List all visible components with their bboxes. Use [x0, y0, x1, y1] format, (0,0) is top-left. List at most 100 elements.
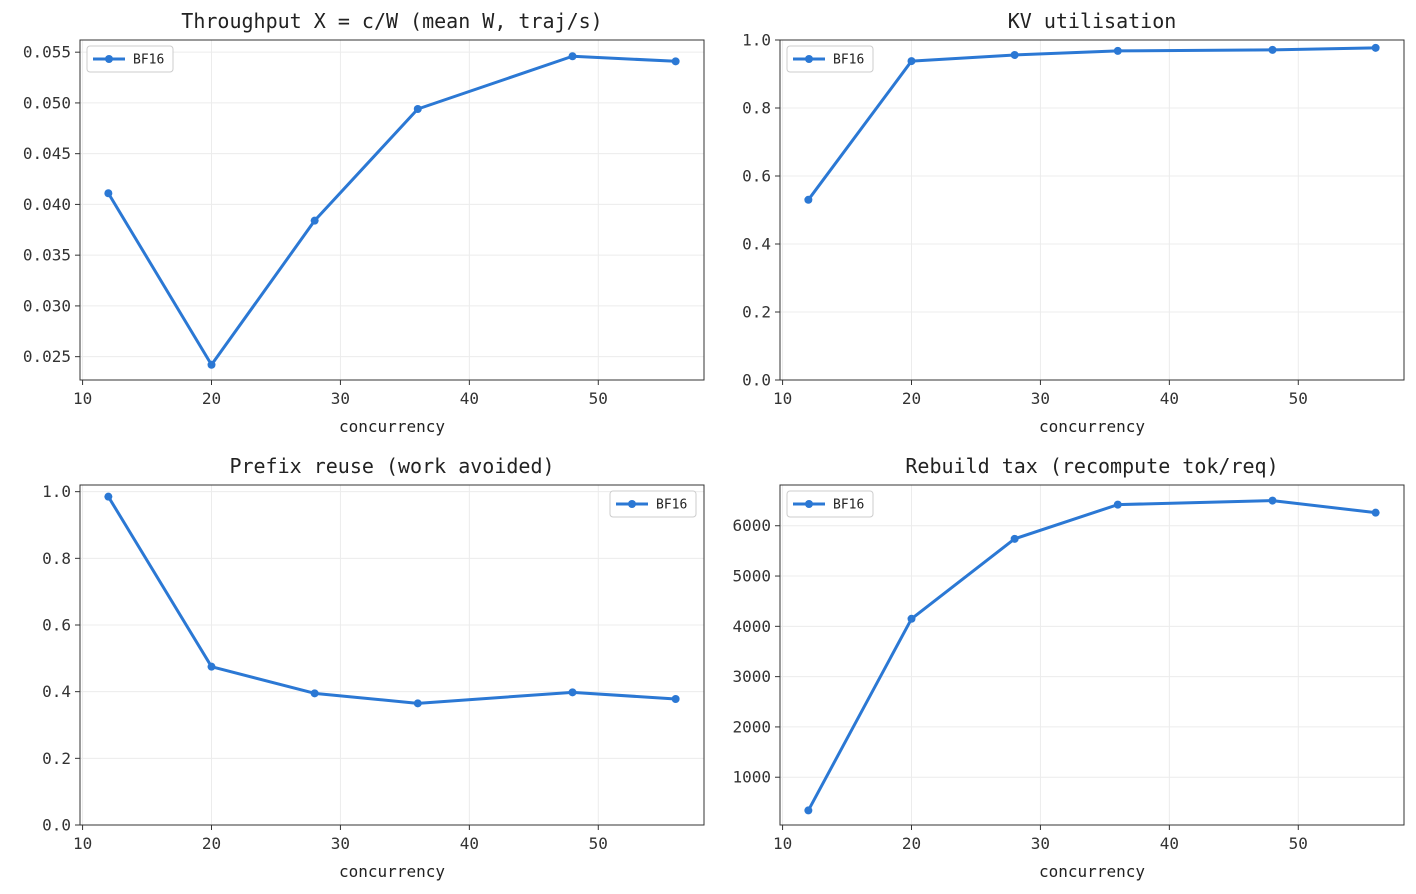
legend: BF16	[86, 45, 174, 73]
y-tick-label: 5000	[732, 567, 771, 586]
chart-panel-3: 10 20 30 40 50 0.0 0.2 0.4 0.6 0.8 1.0 Prefix reuse…	[42, 454, 705, 881]
data-point	[310, 216, 319, 225]
x-tick-label: 20	[202, 834, 221, 853]
chart-title: Prefix reuse (work avoided)	[229, 454, 554, 478]
x-axis-label: concurrency	[1039, 417, 1145, 436]
legend-box	[786, 45, 874, 73]
y-tick-label: 0.050	[23, 93, 71, 112]
chart-title: Throughput X = c/W (mean W, traj/s)	[181, 9, 602, 33]
y-tick-label: 0.4	[42, 682, 71, 701]
legend-marker	[628, 500, 636, 508]
data-point	[1371, 508, 1380, 517]
data-point	[413, 699, 422, 708]
y-tick-label: 0.055	[23, 43, 71, 62]
x-tick-label: 10	[73, 834, 92, 853]
x-tick-label: 30	[331, 389, 350, 408]
x-tick-label: 40	[1160, 389, 1179, 408]
y-tick-label: 3000	[732, 667, 771, 686]
data-point	[1371, 43, 1380, 52]
y-tick-label: 0.045	[23, 144, 71, 163]
series-line-bf16	[806, 499, 1378, 812]
data-point	[310, 689, 319, 698]
legend-marker	[805, 55, 813, 63]
y-tick-label: 0.8	[42, 549, 71, 568]
data-point	[804, 195, 813, 204]
x-tick-label: 10	[773, 834, 792, 853]
legend: BF16	[609, 490, 697, 518]
x-tick-label: 40	[460, 389, 479, 408]
y-tick-label: 2000	[732, 717, 771, 736]
legend-box	[786, 490, 874, 518]
data-point	[104, 492, 113, 501]
data-point	[671, 695, 680, 703]
chart-title: KV utilisation	[1008, 9, 1177, 33]
y-tick-label: 1.0	[742, 31, 771, 50]
data-point	[1010, 534, 1019, 543]
data-point	[207, 662, 216, 671]
x-tick-label: 20	[902, 834, 921, 853]
y-tick-label: 0.0	[742, 371, 771, 390]
y-tick-label: 0.0	[42, 816, 71, 835]
x-tick-label: 30	[1031, 834, 1050, 853]
x-axis-label: concurrency	[1039, 862, 1145, 881]
y-tick-label: 0.025	[23, 347, 71, 366]
legend: BF16	[786, 490, 874, 518]
data-point	[568, 52, 577, 61]
x-tick-label: 50	[589, 834, 608, 853]
axes-frame	[79, 39, 705, 381]
x-tick-label: 40	[460, 834, 479, 853]
chart-panel-4: 10 20 30 40 50 1000 2000 3000 4000 5000 6000 Rebuil…	[732, 454, 1405, 881]
data-point	[568, 688, 577, 697]
chart-panel-2: 10 20 30 40 50 0.0 0.2 0.4 0.6 0.8 1.0 KV utilisati…	[742, 9, 1405, 436]
x-tick-label: 30	[331, 834, 350, 853]
legend-label: BF16	[833, 53, 864, 68]
y-tick-label: 0.6	[742, 167, 771, 186]
x-axis-label: concurrency	[339, 417, 445, 436]
y-tick-label: 4000	[732, 617, 771, 636]
y-tick-label: 0.030	[23, 296, 71, 315]
legend-label: BF16	[133, 53, 164, 68]
data-point	[207, 360, 216, 369]
y-tick-label: 6000	[732, 516, 771, 535]
series-line-bf16	[806, 46, 1378, 202]
x-tick-label: 30	[1031, 389, 1050, 408]
data-point	[1268, 496, 1277, 505]
axes-frame	[79, 484, 705, 826]
x-tick-label: 50	[589, 389, 608, 408]
x-tick-label: 20	[202, 389, 221, 408]
y-tick-label: 0.2	[42, 749, 71, 768]
legend-marker	[105, 55, 113, 63]
x-tick-label: 20	[902, 389, 921, 408]
data-point	[907, 614, 916, 623]
data-point	[1113, 46, 1122, 55]
data-point	[104, 189, 113, 198]
axes-frame	[779, 484, 1405, 826]
y-tick-label: 0.8	[742, 99, 771, 118]
x-tick-label: 50	[1289, 834, 1308, 853]
data-point	[1010, 50, 1019, 59]
axes-frame	[779, 39, 1405, 381]
legend-box	[609, 490, 697, 518]
data-point	[907, 57, 916, 66]
y-tick-label: 0.2	[742, 303, 771, 322]
y-tick-label: 0.4	[742, 235, 771, 254]
x-tick-label: 50	[1289, 389, 1308, 408]
y-tick-label: 1.0	[42, 482, 71, 501]
x-tick-label: 10	[773, 389, 792, 408]
legend-marker	[805, 500, 813, 508]
y-tick-label: 0.035	[23, 246, 71, 265]
data-point	[1113, 500, 1122, 509]
series-line-bf16	[106, 54, 678, 367]
y-tick-label: 0.040	[23, 195, 71, 214]
data-point	[413, 105, 422, 114]
x-tick-label: 10	[73, 389, 92, 408]
x-axis-label: concurrency	[339, 862, 445, 881]
data-point	[671, 57, 680, 66]
data-point	[804, 806, 813, 815]
chart-title: Rebuild tax (recompute tok/req)	[905, 454, 1278, 478]
data-point	[1268, 45, 1277, 54]
legend-label: BF16	[833, 498, 864, 513]
chart-panel-1: 10 20 30 40 50 0.025 0.030 0.035 0.040 0.045 0.050…	[23, 9, 705, 436]
x-tick-label: 40	[1160, 834, 1179, 853]
legend-box	[86, 45, 174, 73]
